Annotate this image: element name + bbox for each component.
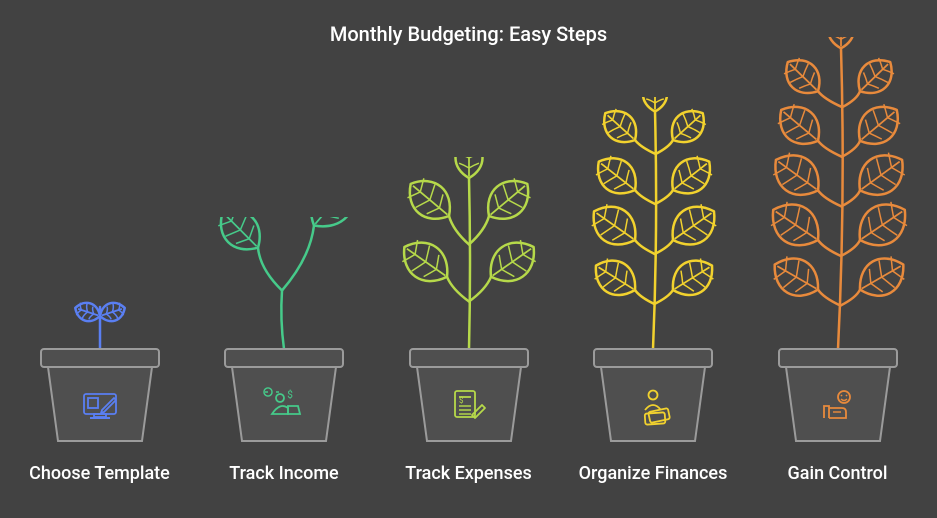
pot xyxy=(594,349,712,441)
plant-mature xyxy=(762,37,915,349)
step-label: Track Expenses xyxy=(405,463,532,484)
pot: $ xyxy=(410,349,528,441)
step-2: $ Track Income xyxy=(199,103,369,484)
plant-young xyxy=(394,157,544,349)
step-label: Track Income xyxy=(229,463,338,484)
step-1: Choose Template xyxy=(15,103,185,484)
step-label: Organize Finances xyxy=(579,463,728,484)
pot xyxy=(779,349,897,441)
plant-sprout xyxy=(72,299,127,349)
steps-row: Choose Template $ Track Income $ Track Expen… xyxy=(0,103,937,484)
step-label: Gain Control xyxy=(788,463,888,484)
step-5: Gain Control xyxy=(753,103,923,484)
step-3: $ Track Expenses xyxy=(384,103,554,484)
plant-growing xyxy=(584,97,725,349)
pot xyxy=(41,349,159,441)
plant-seedling xyxy=(210,217,366,349)
infographic-canvas: Monthly Budgeting: Easy Steps Choose Tem… xyxy=(0,0,937,518)
svg-text:$: $ xyxy=(287,388,293,401)
step-label: Choose Template xyxy=(29,463,170,484)
svg-text:$: $ xyxy=(459,396,464,405)
pot: $ xyxy=(225,349,343,441)
step-4: Organize Finances xyxy=(568,103,738,484)
